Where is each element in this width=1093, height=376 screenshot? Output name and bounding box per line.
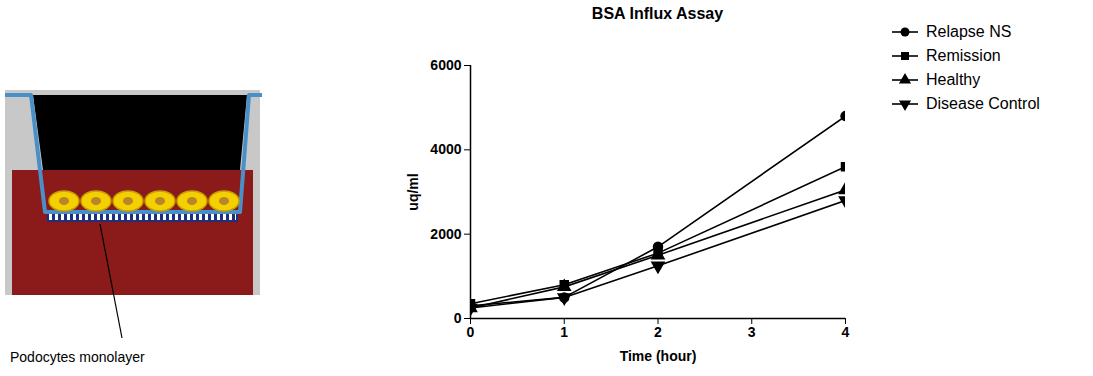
html-text:Relapse NS: Relapse NS	[926, 23, 1012, 40]
svg-text:2: 2	[654, 324, 662, 340]
svg-text:3: 3	[748, 324, 756, 340]
html-text:BSA Influx Assay: BSA Influx Assay	[591, 5, 724, 22]
svg-text:0: 0	[467, 324, 475, 340]
html-text:Healthy: Healthy	[926, 71, 981, 88]
svg-text:4: 4	[842, 324, 850, 340]
html-text:Disease Control: Disease Control	[926, 95, 1040, 112]
svg-text:4000: 4000	[430, 141, 461, 157]
svg-text:1: 1	[560, 324, 568, 340]
svg-text:Podocytes monolayer: Podocytes monolayer	[10, 349, 145, 365]
svg-text:Time (hour): Time (hour)	[620, 348, 697, 364]
svg-text:2000: 2000	[430, 226, 461, 242]
svg-text:6000: 6000	[430, 57, 461, 73]
svg-text:uq/ml: uq/ml	[405, 173, 421, 210]
html-text:Remission: Remission	[926, 47, 1001, 64]
svg-text:0: 0	[454, 310, 462, 326]
